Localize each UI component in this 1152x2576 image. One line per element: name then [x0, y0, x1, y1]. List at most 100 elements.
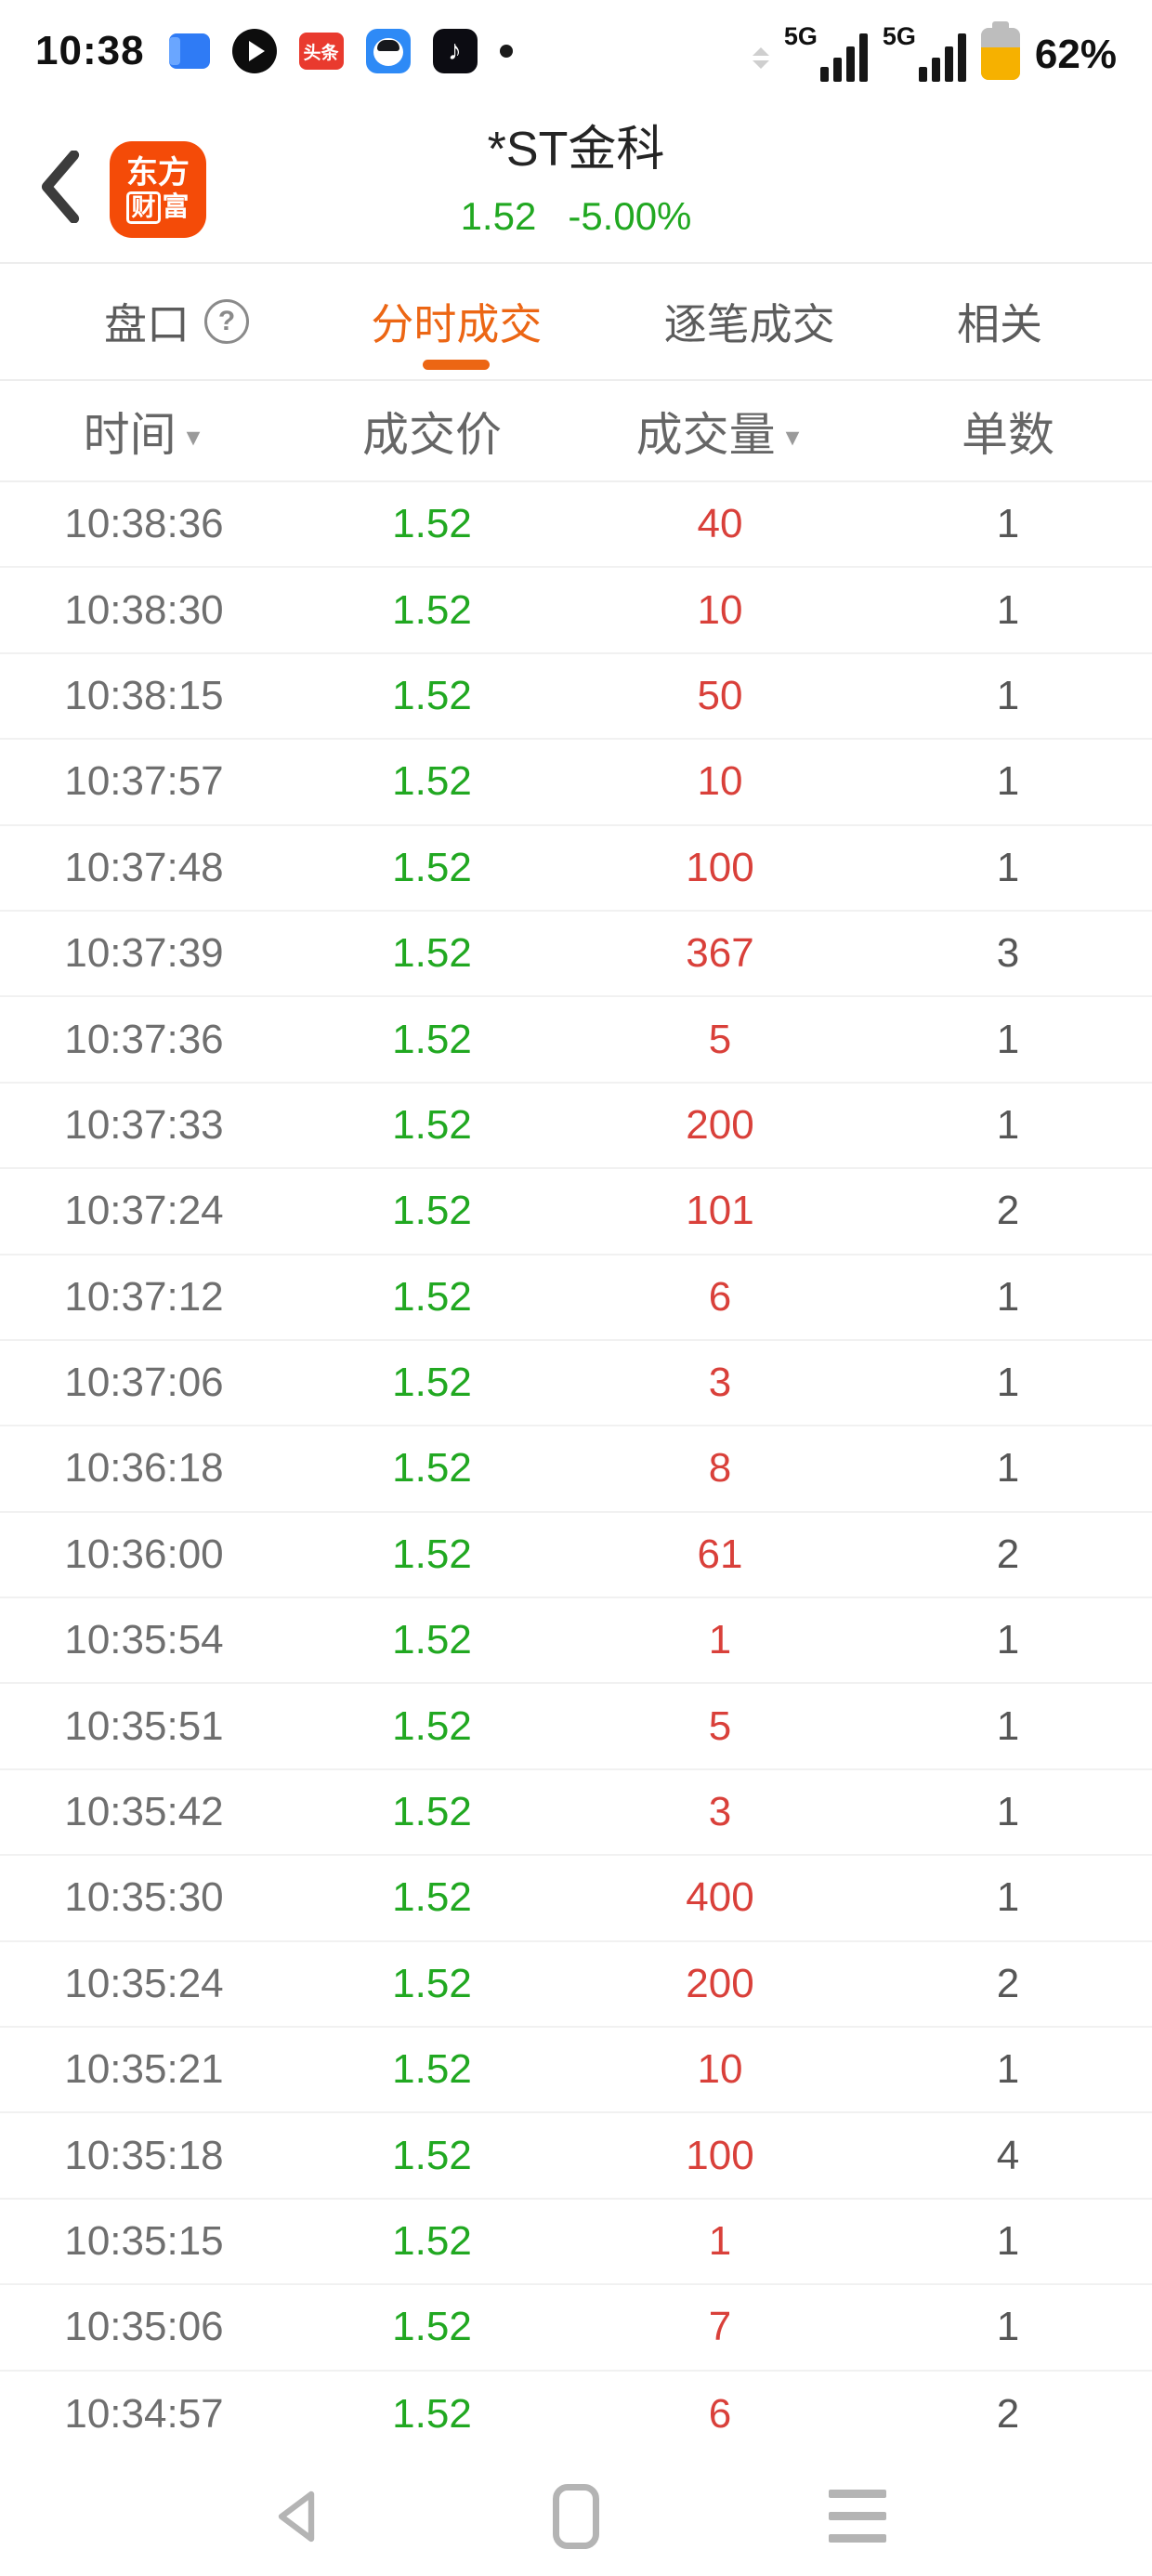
tab-label: 分时成交	[371, 300, 543, 348]
tab-pankou[interactable]: 盘口 ?	[104, 264, 249, 379]
trade-row: 10:37:33 1.52 200 1	[0, 1084, 1152, 1170]
notification-icons: 头条 ♪	[168, 29, 513, 73]
trade-volume-cell: 1	[708, 2218, 732, 2264]
trade-price-cell: 1.52	[392, 1617, 472, 1663]
trade-orders-cell: 1	[996, 758, 1020, 805]
home-square-icon	[553, 2483, 599, 2549]
signal-bars-icon	[819, 33, 868, 82]
trade-time-cell: 10:35:42	[64, 1789, 224, 1835]
trade-price-cell: 1.52	[392, 2304, 472, 2350]
trade-row: 10:35:42 1.52 3 1	[0, 1770, 1152, 1857]
trade-row: 10:35:51 1.52 5 1	[0, 1684, 1152, 1770]
toutiao-icon: 头条	[298, 33, 344, 70]
status-right-cluster: 5G 5G 62%	[752, 20, 1117, 82]
trade-volume-cell: 5	[708, 1702, 732, 1749]
trade-price-cell: 1.52	[392, 1101, 472, 1148]
trade-row: 10:37:39 1.52 367 3	[0, 912, 1152, 998]
trade-time-cell: 10:37:48	[64, 844, 224, 890]
trade-volume-cell: 1	[708, 1617, 732, 1663]
col-time-header[interactable]: 时间 ▼	[83, 408, 205, 461]
assistant-app-icon	[365, 29, 411, 73]
trade-orders-cell: 2	[996, 1960, 1020, 2006]
trade-row: 10:38:15 1.52 50 1	[0, 654, 1152, 741]
col-volume-header[interactable]: 成交量 ▼	[635, 408, 805, 461]
signal-strength-icon-2: 5G	[882, 21, 966, 82]
col-price-header: 成交价	[362, 408, 502, 461]
tab-zhubi-chengjiao[interactable]: 逐笔成交	[664, 264, 835, 379]
trade-orders-cell: 1	[996, 1360, 1020, 1406]
trade-row: 10:35:30 1.52 400 1	[0, 1856, 1152, 1942]
tab-fenshi-chengjiao[interactable]: 分时成交	[371, 264, 542, 379]
trade-orders-cell: 1	[996, 672, 1020, 718]
trade-price-cell: 1.52	[392, 501, 472, 547]
stock-title: *ST金科	[487, 123, 665, 177]
trade-row: 10:35:06 1.52 7 1	[0, 2285, 1152, 2372]
stock-price: 1.52	[460, 194, 537, 238]
network-tech-label: 5G	[882, 21, 916, 50]
nav-recents-button[interactable]	[825, 2479, 890, 2554]
play-triangle	[248, 41, 265, 61]
network-tech-label: 5G	[783, 21, 818, 50]
trade-orders-cell: 1	[996, 2218, 1020, 2264]
trade-row: 10:36:18 1.52 8 1	[0, 1426, 1152, 1513]
trade-row: 10:35:15 1.52 1 1	[0, 2200, 1152, 2286]
robot-visor	[376, 40, 399, 51]
trade-price-cell: 1.52	[392, 1702, 472, 1749]
trade-orders-cell: 1	[996, 1702, 1020, 1749]
trade-volume-cell: 101	[686, 1188, 754, 1234]
trade-price-cell: 1.52	[392, 1874, 472, 1921]
trade-time-cell: 10:35:18	[64, 2132, 224, 2178]
trade-orders-cell: 1	[996, 586, 1020, 633]
trade-volume-cell: 10	[697, 758, 743, 805]
trade-orders-cell: 1	[996, 2046, 1020, 2093]
trade-volume-cell: 367	[686, 930, 754, 977]
trade-price-cell: 1.52	[392, 1789, 472, 1835]
trade-orders-cell: 2	[996, 1188, 1020, 1234]
trade-volume-cell: 6	[708, 2390, 732, 2437]
trade-row: 10:38:30 1.52 10 1	[0, 568, 1152, 654]
trade-row: 10:38:36 1.52 40 1	[0, 482, 1152, 569]
back-triangle-icon	[278, 2491, 315, 2543]
trade-orders-cell: 1	[996, 1101, 1020, 1148]
trade-table-header: 时间 ▼ 成交价 成交量 ▼ 单数	[0, 381, 1152, 482]
trade-time-cell: 10:37:24	[64, 1188, 224, 1234]
trade-volume-cell: 40	[697, 501, 743, 547]
video-play-icon	[231, 29, 277, 73]
nav-back-button[interactable]	[262, 2479, 327, 2554]
trade-volume-cell: 200	[686, 1101, 754, 1148]
trade-volume-cell: 6	[708, 1273, 732, 1320]
trade-orders-cell: 1	[996, 1273, 1020, 1320]
trade-price-cell: 1.52	[392, 1273, 472, 1320]
trade-volume-cell: 5	[708, 1016, 732, 1062]
help-icon[interactable]: ?	[204, 299, 249, 344]
trade-price-cell: 1.52	[392, 1960, 472, 2006]
sort-caret-icon: ▼	[780, 424, 805, 451]
trade-row: 10:35:21 1.52 10 1	[0, 2028, 1152, 2114]
trade-row: 10:34:57 1.52 6 2	[0, 2372, 1152, 2457]
tab-xiangguan[interactable]: 相关	[957, 264, 1042, 379]
trade-time-cell: 10:36:00	[64, 1531, 224, 1577]
trade-rows: 10:38:36 1.52 40 1 10:38:30 1.52 10 1 10…	[0, 482, 1152, 2457]
nav-home-button[interactable]	[543, 2479, 609, 2554]
trade-row: 10:37:24 1.52 101 2	[0, 1169, 1152, 1255]
trade-row: 10:35:54 1.52 1 1	[0, 1598, 1152, 1685]
trade-time-cell: 10:35:24	[64, 1960, 224, 2006]
trade-row: 10:37:36 1.52 5 1	[0, 997, 1152, 1084]
back-button[interactable]	[28, 136, 93, 238]
eastmoney-logo[interactable]: 东方 财富	[110, 141, 206, 238]
tab-bar: 盘口 ? 分时成交 逐笔成交 相关	[0, 262, 1152, 381]
trade-price-cell: 1.52	[392, 1531, 472, 1577]
data-activity-arrows-icon	[752, 46, 769, 69]
trade-price-cell: 1.52	[392, 844, 472, 890]
trade-volume-cell: 10	[697, 586, 743, 633]
trade-time-cell: 10:37:06	[64, 1360, 224, 1406]
logo-line1: 东方	[126, 154, 190, 191]
signal-strength-icon-1: 5G	[783, 21, 868, 82]
trade-orders-cell: 3	[996, 930, 1020, 977]
price-line: 1.52 -5.00%	[0, 194, 1152, 239]
trade-volume-cell: 3	[708, 1789, 732, 1835]
trade-row: 10:37:06 1.52 3 1	[0, 1341, 1152, 1427]
trade-orders-cell: 1	[996, 1789, 1020, 1835]
trade-price-cell: 1.52	[392, 2390, 472, 2437]
